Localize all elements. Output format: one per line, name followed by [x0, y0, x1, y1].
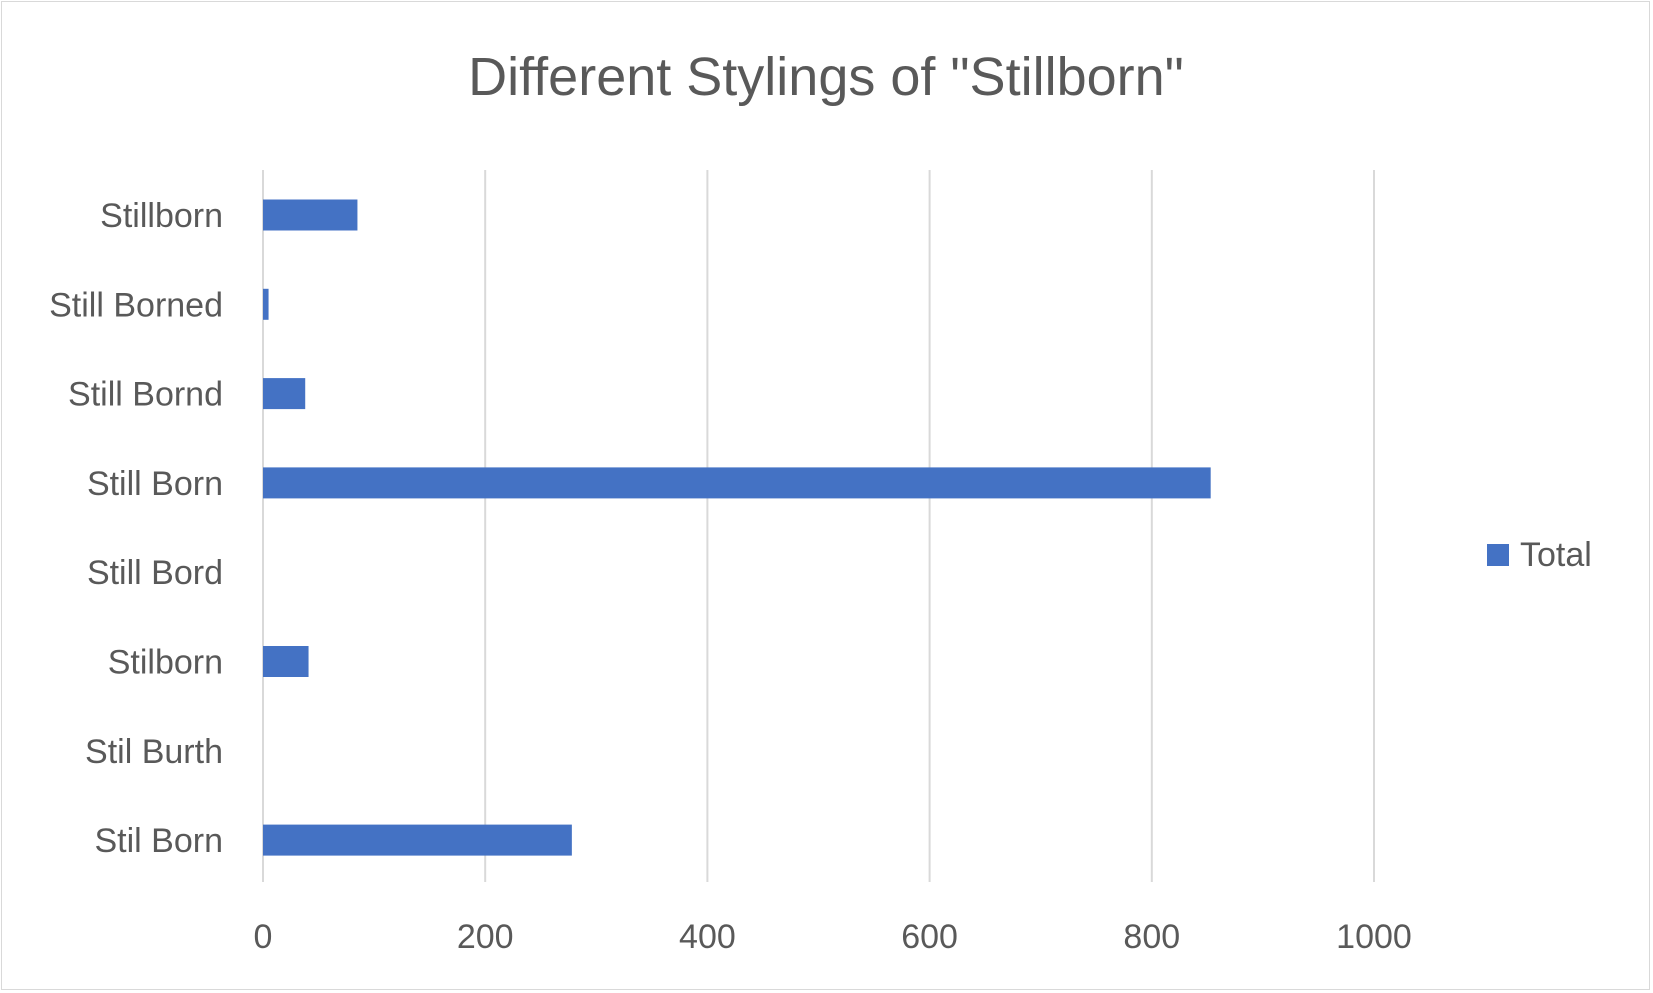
category-label: Still Bord: [87, 554, 223, 592]
bar: [263, 824, 572, 856]
bar: [263, 467, 1211, 499]
category-label: Stil Born: [95, 822, 224, 860]
x-tick-label: 1000: [1336, 918, 1412, 956]
category-labels: Stillborn Still Borned Still Bornd Still Bo…: [49, 197, 223, 860]
x-tick-label: 400: [679, 918, 736, 956]
bar: [263, 199, 358, 231]
category-label: Stil Burth: [85, 733, 223, 771]
legend: Total: [1487, 536, 1592, 574]
bar: [263, 378, 306, 410]
x-tick-labels: 0 200 400 600 800 1000: [254, 918, 1412, 956]
legend-swatch: [1487, 544, 1509, 566]
gridlines: [262, 170, 1375, 882]
x-tick-label: 600: [901, 918, 958, 956]
bars: [263, 199, 1211, 856]
legend-label: Total: [1520, 536, 1592, 574]
category-label: Stilborn: [108, 644, 223, 682]
x-tick-label: 0: [254, 918, 273, 956]
x-tick-label: 200: [457, 918, 514, 956]
x-tick-label: 800: [1123, 918, 1180, 956]
category-label: Still Bornd: [68, 376, 223, 414]
category-label: Still Born: [87, 465, 223, 503]
category-label: Still Borned: [49, 286, 223, 324]
bar: [263, 646, 309, 677]
category-label: Stillborn: [100, 197, 223, 235]
chart-title: Different Stylings of "Stillborn": [468, 47, 1184, 107]
bar: [263, 288, 269, 320]
